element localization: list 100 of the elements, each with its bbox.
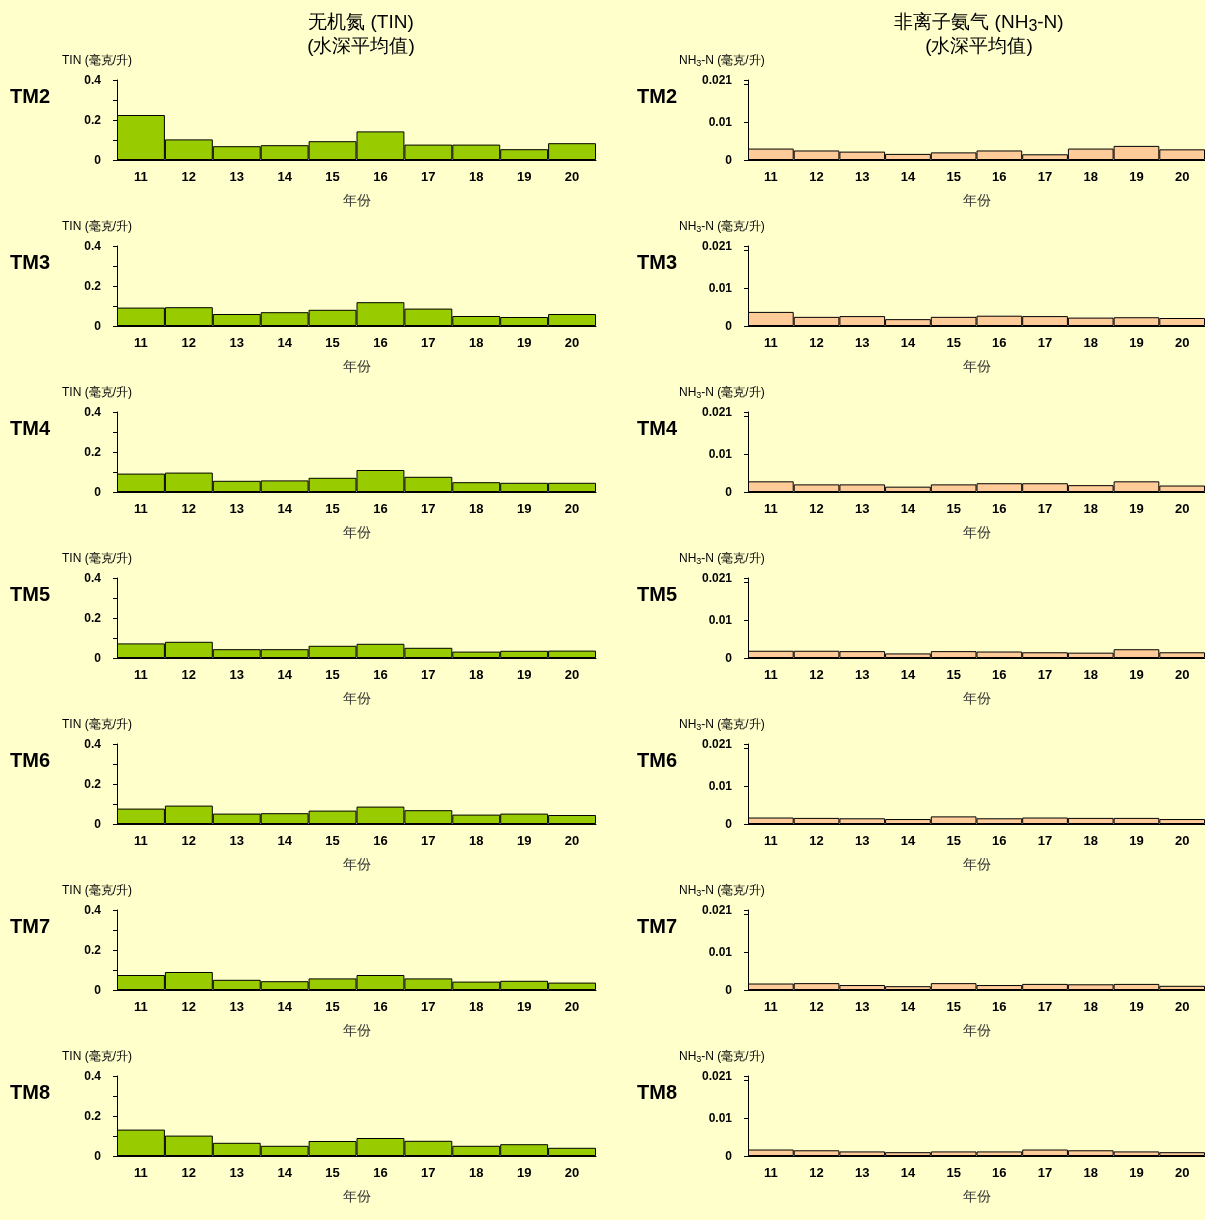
- y-axis-title: TIN (毫克/升): [62, 53, 132, 67]
- text: TM7: [637, 915, 677, 937]
- x-tick-label: 12: [809, 833, 824, 848]
- x-tick-label: 16: [373, 667, 388, 682]
- y-tick-label: 0.4: [84, 1069, 102, 1083]
- x-tick-label: 16: [992, 1165, 1007, 1180]
- text: TM4: [637, 417, 678, 439]
- x-tick-label: 17: [421, 335, 436, 350]
- y-axis-title: TIN (毫克/升): [62, 219, 132, 233]
- x-tick-label: 19: [516, 335, 532, 350]
- x-tick-label: 14: [277, 667, 293, 682]
- y-tick-label: 0: [725, 651, 733, 665]
- x-tick-label: 17: [1037, 1165, 1053, 1180]
- y-tick-label: 0.01: [708, 114, 733, 129]
- x-tick-label: 20: [1174, 833, 1190, 848]
- y-tick-label: 0: [725, 485, 733, 499]
- y-tick-label: 0.01: [708, 446, 733, 461]
- x-axis-title: 年份: [342, 524, 371, 540]
- x-tick-label: 19: [1129, 667, 1144, 682]
- x-tick-label: 15: [325, 169, 340, 184]
- x-tick-label: 12: [809, 335, 824, 350]
- x-tick-label: 16: [992, 833, 1007, 848]
- y-tick-label: 0.4: [84, 571, 102, 585]
- x-tick-label: 11: [763, 169, 778, 184]
- y-tick-label: 0.4: [84, 73, 102, 87]
- x-tick-label: 18: [1083, 833, 1098, 848]
- x-tick-label: 16: [373, 1165, 388, 1180]
- y-tick-label: 0.021: [701, 239, 733, 253]
- x-tick-label: 15: [325, 999, 340, 1014]
- x-tick-label: 16: [373, 999, 388, 1014]
- x-tick-label: 17: [1037, 169, 1053, 184]
- x-axis-title: 年份: [342, 1022, 371, 1038]
- x-tick-label: 17: [421, 833, 436, 848]
- x-tick-label: 16: [992, 169, 1007, 184]
- x-tick-label: 16: [373, 833, 388, 848]
- x-tick-label: 12: [181, 833, 197, 848]
- x-tick-label: 12: [809, 501, 824, 516]
- x-tick-label: 14: [277, 833, 293, 848]
- x-tick-label: 17: [421, 501, 436, 516]
- x-tick-label: 17: [421, 667, 436, 682]
- y-tick-label: 0.01: [708, 612, 733, 627]
- x-tick-label: 20: [564, 169, 580, 184]
- x-tick-label: 13: [855, 169, 870, 184]
- x-tick-label: 14: [900, 169, 916, 184]
- y-tick-label: 0: [94, 485, 102, 499]
- x-tick-label: 18: [469, 1165, 484, 1180]
- x-tick-label: 18: [469, 169, 484, 184]
- y-tick-label: 0.2: [84, 611, 102, 625]
- x-tick-label: 17: [421, 999, 436, 1014]
- x-tick-label: 11: [763, 833, 778, 848]
- x-tick-label: 13: [229, 999, 244, 1014]
- x-tick-label: 15: [946, 169, 961, 184]
- x-tick-label: 13: [229, 335, 244, 350]
- y-axis-title: TIN (毫克/升): [62, 883, 132, 897]
- text: TM3: [10, 251, 50, 273]
- x-tick-label: 14: [900, 335, 916, 350]
- x-tick-label: 14: [277, 999, 293, 1014]
- y-tick-label: 0.2: [84, 113, 102, 127]
- x-tick-label: 19: [1129, 335, 1144, 350]
- text: TM6: [10, 749, 50, 771]
- x-tick-label: 17: [1037, 667, 1053, 682]
- x-tick-label: 16: [373, 501, 388, 516]
- x-axis-title: 年份: [962, 1022, 991, 1038]
- y-tick-label: 0.2: [84, 1109, 102, 1123]
- y-tick-label: 0: [94, 817, 102, 831]
- x-tick-label: 13: [229, 1165, 244, 1180]
- x-tick-label: 17: [1037, 999, 1053, 1014]
- y-tick-label: 0: [94, 1149, 102, 1163]
- x-tick-label: 14: [277, 501, 293, 516]
- y-tick-label: 0: [94, 153, 102, 167]
- y-tick-label: 0: [94, 983, 102, 997]
- x-tick-label: 15: [325, 335, 340, 350]
- y-tick-label: 0.4: [84, 737, 102, 751]
- text: TM8: [637, 1081, 677, 1103]
- x-tick-label: 14: [900, 833, 916, 848]
- x-tick-label: 12: [181, 169, 197, 184]
- x-tick-label: 20: [1174, 169, 1190, 184]
- x-tick-label: 19: [516, 667, 532, 682]
- y-tick-label: 0: [725, 319, 733, 333]
- x-tick-label: 19: [1129, 833, 1144, 848]
- x-tick-label: 11: [763, 501, 778, 516]
- x-tick-label: 11: [763, 335, 778, 350]
- x-tick-label: 18: [1083, 501, 1098, 516]
- x-tick-label: 15: [946, 335, 961, 350]
- x-tick-label: 13: [229, 169, 244, 184]
- x-axis-title: 年份: [962, 524, 991, 540]
- x-tick-label: 18: [1083, 1165, 1098, 1180]
- y-tick-label: 0: [725, 817, 733, 831]
- x-tick-label: 14: [900, 1165, 916, 1180]
- x-tick-label: 19: [1129, 501, 1144, 516]
- x-tick-label: 16: [373, 335, 388, 350]
- x-tick-label: 13: [855, 335, 870, 350]
- y-tick-label: 0.01: [708, 944, 733, 959]
- x-axis-title: 年份: [962, 690, 991, 706]
- y-tick-label: 0.4: [84, 405, 102, 419]
- x-tick-label: 20: [564, 1165, 580, 1180]
- x-tick-label: 20: [564, 667, 580, 682]
- x-tick-label: 20: [564, 833, 580, 848]
- x-tick-label: 15: [946, 833, 961, 848]
- y-tick-label: 0.021: [701, 903, 733, 917]
